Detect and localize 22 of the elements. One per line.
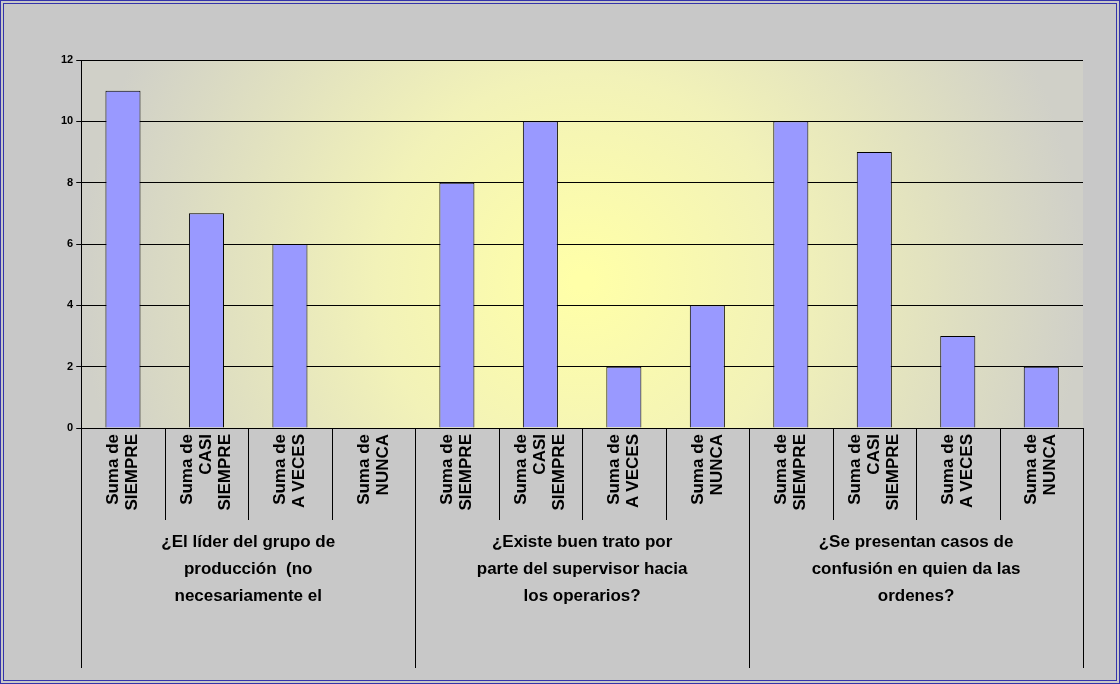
x-tick-label: Suma de NUNCA bbox=[687, 434, 726, 505]
x-tick-label: Suma de SIEMPRE bbox=[437, 434, 476, 511]
y-tick-label: 4 bbox=[67, 298, 75, 311]
x-tick-label: Suma de SIEMPRE bbox=[103, 434, 142, 511]
y-tick-label: 2 bbox=[67, 359, 74, 372]
x-tick-label: Suma de A VECES bbox=[270, 434, 309, 509]
text: ¿Se presentan casos de confusión en quien da las ordenes? bbox=[811, 532, 1021, 606]
text: ¿Existe buen trato por parte del supervisor hacia los operarios? bbox=[476, 532, 689, 606]
y-tick-label: 12 bbox=[60, 53, 74, 66]
x-tick-label: Suma de NUNCA bbox=[1021, 434, 1060, 505]
x-tick-label: Suma de CASI SIEMPRE bbox=[844, 434, 902, 511]
y-tick-label: 8 bbox=[67, 175, 74, 188]
x-tick-label: Suma de CASI SIEMPRE bbox=[177, 434, 235, 511]
text: ¿El líder del grupo de producción (no necesariamente el bbox=[161, 532, 336, 606]
x-tick-label: Suma de A VECES bbox=[937, 434, 976, 509]
y-tick-label: 0 bbox=[67, 421, 74, 434]
x-tick-label: Suma de A VECES bbox=[604, 434, 643, 509]
x-tick-label: Suma de CASI SIEMPRE bbox=[511, 434, 569, 511]
y-tick-label: 6 bbox=[67, 237, 74, 250]
y-tick-label: 10 bbox=[60, 114, 74, 127]
x-tick-label: Suma de NUNCA bbox=[353, 434, 392, 505]
x-tick-label: Suma de SIEMPRE bbox=[771, 434, 810, 511]
